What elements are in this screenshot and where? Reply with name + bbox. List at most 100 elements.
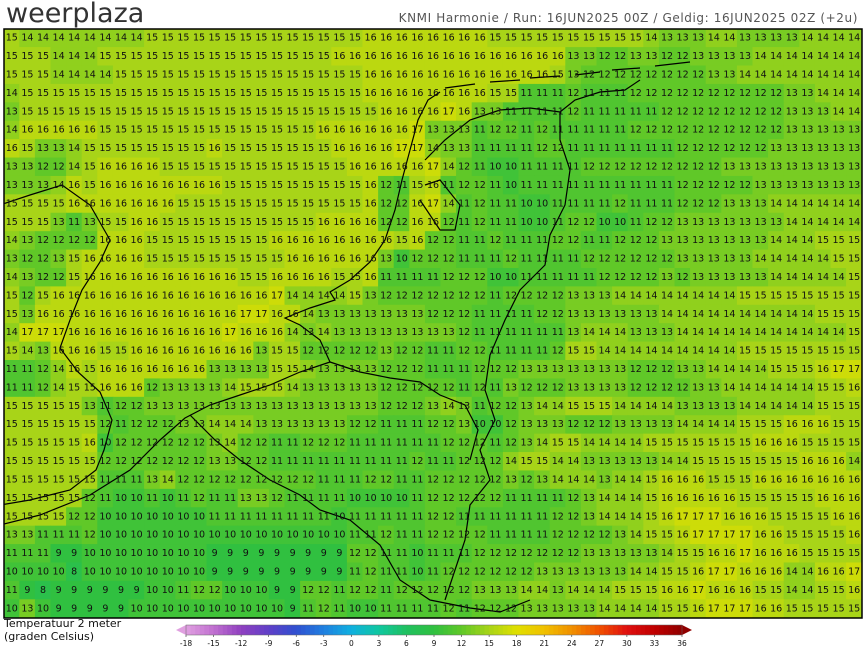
temp-value: 15 <box>224 51 236 62</box>
temp-value: 12 <box>411 382 423 393</box>
temperature-field <box>4 29 862 618</box>
temp-value: 9 <box>290 585 296 596</box>
temp-value: 15 <box>833 254 845 265</box>
temp-value: 13 <box>162 401 174 412</box>
temp-cell <box>768 29 785 48</box>
temp-value: 15 <box>739 438 751 449</box>
temp-value: 11 <box>489 143 501 154</box>
temp-cell <box>752 102 769 122</box>
temp-cell <box>284 29 301 48</box>
colorbar-segment <box>254 625 260 635</box>
temp-value: 15 <box>146 88 158 99</box>
temp-value: 13 <box>755 217 767 228</box>
temp-value: 10 <box>99 530 111 541</box>
temp-cell <box>674 65 691 85</box>
temp-value: 15 <box>755 456 767 467</box>
temp-value: 13 <box>755 162 767 173</box>
temp-value: 16 <box>68 198 80 209</box>
temp-cell <box>502 139 520 159</box>
temp-value: 16 <box>115 162 127 173</box>
temp-value: 13 <box>755 180 767 191</box>
temp-value: 9 <box>258 566 264 577</box>
temp-value: 16 <box>833 566 845 577</box>
temp-value: 13 <box>677 401 689 412</box>
temp-value: 14 <box>848 106 860 117</box>
temp-value: 13 <box>427 327 439 338</box>
logo[interactable]: weerplaza <box>6 0 144 29</box>
temp-value: 13 <box>380 309 392 320</box>
temp-value: 12 <box>21 290 33 301</box>
temp-value: 16 <box>411 217 423 228</box>
temp-value: 15 <box>271 88 283 99</box>
temp-value: 11 <box>287 493 299 504</box>
temp-cell <box>565 120 582 140</box>
temp-value: 16 <box>677 585 689 596</box>
colorbar-segment <box>585 625 591 635</box>
temp-cell <box>268 65 286 85</box>
temp-value: 13 <box>224 456 236 467</box>
temp-value: 11 <box>427 346 439 357</box>
temp-value: 13 <box>645 456 657 467</box>
temp-value: 11 <box>333 493 345 504</box>
temp-value: 14 <box>817 198 829 209</box>
temp-value: 11 <box>567 272 579 283</box>
temp-value: 13 <box>770 162 782 173</box>
colorbar-segment <box>314 625 320 635</box>
temp-value: 12 <box>318 438 330 449</box>
temp-cell <box>346 65 364 85</box>
temp-value: 10 <box>177 548 189 559</box>
temp-value: 11 <box>333 456 345 467</box>
temp-value: 12 <box>37 254 49 265</box>
temp-value: 16 <box>661 474 673 485</box>
temp-value: 12 <box>677 106 689 117</box>
temp-value: 12 <box>614 198 626 209</box>
temp-cell <box>300 47 317 67</box>
colorbar-segment <box>447 625 453 635</box>
temp-value: 15 <box>536 456 548 467</box>
temp-value: 13 <box>708 272 720 283</box>
temp-value: 13 <box>723 198 735 209</box>
temp-value: 14 <box>583 585 595 596</box>
temp-cell <box>424 139 442 159</box>
colorbar-segment <box>310 625 316 635</box>
temp-value: 11 <box>458 511 470 522</box>
temp-cell <box>424 83 442 103</box>
colorbar-segment <box>525 625 531 635</box>
temp-value: 14 <box>677 290 689 301</box>
temp-value: 13 <box>318 419 330 430</box>
temp-value: 14 <box>68 162 80 173</box>
temp-value: 9 <box>56 585 62 596</box>
temp-value: 12 <box>427 530 439 541</box>
temp-cell <box>331 65 348 85</box>
temp-value: 16 <box>240 290 252 301</box>
temp-value: 15 <box>115 346 127 357</box>
temp-value: 15 <box>287 346 299 357</box>
temp-value: 12 <box>146 438 158 449</box>
temp-value: 13 <box>162 382 174 393</box>
temp-value: 13 <box>224 364 236 375</box>
temp-value: 15 <box>99 217 111 228</box>
temp-value: 15 <box>146 51 158 62</box>
temp-value: 15 <box>786 346 798 357</box>
temp-value: 17 <box>411 143 423 154</box>
temp-cell <box>658 65 676 85</box>
temp-value: 17 <box>723 603 735 614</box>
temp-value: 12 <box>692 106 704 117</box>
temp-value: 15 <box>37 217 49 228</box>
temp-value: 11 <box>567 180 579 191</box>
temp-value: 14 <box>583 474 595 485</box>
temp-cell <box>612 29 629 48</box>
temp-value: 14 <box>599 511 611 522</box>
temp-value: 14 <box>677 346 689 357</box>
temp-cell <box>752 65 769 85</box>
temp-value: 15 <box>240 217 252 228</box>
temp-value: 12 <box>505 548 517 559</box>
temp-value: 12 <box>318 346 330 357</box>
temp-value: 11 <box>365 511 377 522</box>
temp-value: 15 <box>6 493 18 504</box>
temp-cell <box>268 47 286 67</box>
temp-value: 12 <box>131 438 143 449</box>
temp-value: 13 <box>599 566 611 577</box>
temp-value: 15 <box>833 290 845 301</box>
temp-value: 15 <box>6 198 18 209</box>
